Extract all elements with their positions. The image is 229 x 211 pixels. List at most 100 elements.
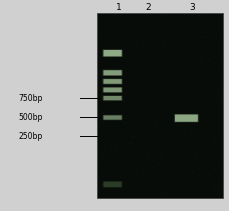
Point bbox=[131, 98, 134, 101]
Point bbox=[198, 130, 202, 133]
Point bbox=[184, 18, 188, 21]
Point bbox=[101, 90, 105, 93]
Point bbox=[125, 86, 129, 89]
Point bbox=[115, 126, 118, 129]
Point bbox=[169, 128, 173, 131]
Point bbox=[202, 103, 205, 107]
Point bbox=[111, 43, 115, 46]
Point bbox=[156, 27, 159, 30]
Point bbox=[209, 151, 213, 155]
Text: 500bp: 500bp bbox=[18, 113, 42, 122]
Point bbox=[178, 139, 181, 142]
Point bbox=[139, 184, 143, 187]
Point bbox=[108, 173, 112, 177]
Point bbox=[168, 122, 172, 125]
Point bbox=[137, 116, 141, 119]
Point bbox=[151, 47, 155, 51]
Point bbox=[99, 156, 103, 159]
FancyBboxPatch shape bbox=[102, 181, 122, 188]
Point bbox=[206, 57, 210, 61]
Point bbox=[142, 102, 145, 105]
Point bbox=[141, 24, 145, 28]
Point bbox=[170, 86, 173, 89]
Point bbox=[162, 72, 165, 76]
Point bbox=[139, 91, 143, 94]
Point bbox=[152, 166, 156, 170]
Point bbox=[97, 57, 100, 61]
Point bbox=[171, 143, 174, 146]
Point bbox=[158, 131, 161, 135]
Point bbox=[115, 139, 119, 142]
Point bbox=[150, 80, 153, 83]
Point bbox=[211, 168, 215, 171]
Point bbox=[130, 158, 134, 161]
Point bbox=[157, 22, 160, 25]
Point bbox=[218, 190, 221, 193]
Point bbox=[169, 162, 173, 166]
Point bbox=[153, 45, 157, 49]
Point bbox=[109, 147, 113, 150]
Point bbox=[166, 138, 170, 142]
Point bbox=[119, 52, 123, 55]
Point bbox=[216, 87, 220, 91]
Point bbox=[101, 95, 105, 99]
Point bbox=[118, 172, 121, 176]
Point bbox=[112, 172, 116, 176]
Point bbox=[214, 97, 218, 101]
Point bbox=[124, 170, 128, 174]
Point bbox=[114, 74, 118, 77]
Point bbox=[177, 137, 181, 140]
Point bbox=[198, 42, 202, 45]
Point bbox=[142, 45, 146, 49]
Point bbox=[135, 15, 139, 19]
Point bbox=[215, 65, 219, 68]
Point bbox=[147, 160, 150, 164]
Point bbox=[134, 111, 137, 115]
Point bbox=[140, 170, 144, 173]
Point bbox=[126, 41, 130, 44]
Point bbox=[218, 90, 222, 93]
Point bbox=[121, 167, 125, 170]
Point bbox=[195, 31, 199, 35]
Point bbox=[130, 186, 133, 189]
Point bbox=[177, 149, 180, 152]
Point bbox=[115, 111, 119, 115]
Point bbox=[141, 42, 144, 45]
Point bbox=[194, 49, 197, 52]
Point bbox=[122, 120, 125, 124]
Point bbox=[128, 23, 131, 27]
Point bbox=[122, 55, 126, 58]
Point bbox=[180, 33, 184, 37]
Point bbox=[125, 120, 128, 123]
Point bbox=[141, 127, 144, 131]
Point bbox=[131, 195, 135, 199]
Point bbox=[110, 33, 114, 37]
Point bbox=[112, 182, 115, 186]
Point bbox=[127, 142, 131, 145]
Point bbox=[110, 137, 114, 140]
Point bbox=[209, 38, 212, 41]
Point bbox=[150, 36, 154, 39]
Point bbox=[117, 181, 120, 184]
Point bbox=[217, 77, 221, 81]
Point bbox=[121, 115, 124, 119]
Point bbox=[111, 103, 114, 106]
Point bbox=[141, 25, 145, 28]
Point bbox=[160, 191, 164, 195]
Point bbox=[107, 54, 110, 57]
Point bbox=[147, 92, 150, 95]
Point bbox=[147, 105, 151, 108]
Point bbox=[158, 24, 161, 28]
Point bbox=[122, 131, 126, 134]
Point bbox=[97, 49, 101, 53]
Point bbox=[179, 46, 182, 49]
Point bbox=[102, 67, 105, 70]
Point bbox=[100, 173, 104, 176]
Point bbox=[125, 184, 128, 188]
Point bbox=[130, 62, 134, 65]
Point bbox=[143, 14, 147, 18]
Point bbox=[131, 108, 135, 111]
Point bbox=[162, 86, 166, 89]
Point bbox=[157, 142, 161, 145]
Point bbox=[126, 147, 130, 150]
